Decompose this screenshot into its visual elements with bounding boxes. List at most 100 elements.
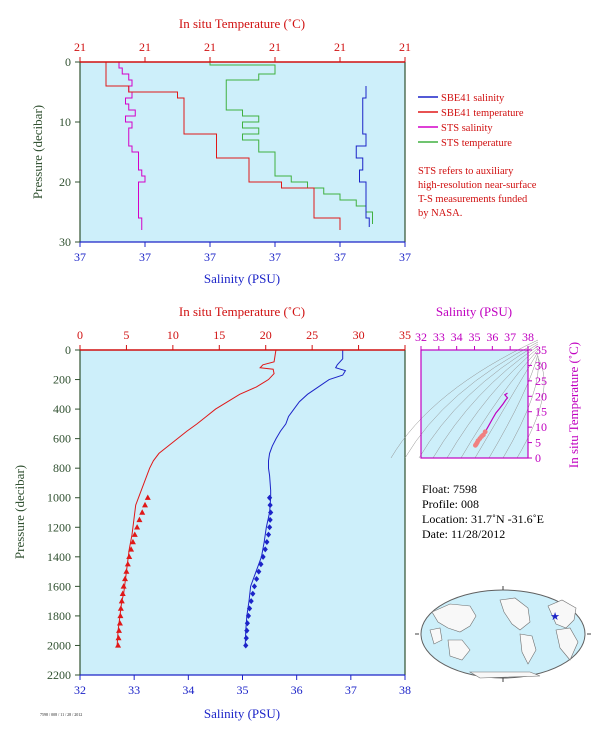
location-value: 31.7˚N -31.6˚E: [470, 512, 544, 526]
ts-right-tick-label: 25: [535, 374, 547, 388]
salinity-marker: [244, 620, 250, 627]
map-continent-asia-east: [431, 603, 477, 633]
full-profile-axes: 0 5 10 15 20 25 30 35 32 33 34 35 36 37 38 0 200 400 600 80…: [47, 328, 411, 697]
full-profile-y-tick-label: 800: [53, 461, 71, 475]
temperature-marker: [142, 501, 148, 508]
world-map: ★: [415, 586, 591, 682]
full-profile-plot-area: [80, 350, 405, 675]
temperature-marker: [128, 546, 135, 552]
profile-row: Profile: 008: [422, 497, 544, 512]
date-value: 11/28/2012: [451, 527, 506, 541]
ts-right-tick-label: 20: [535, 389, 547, 403]
full-profile-top-tick-label: 30: [353, 328, 365, 342]
full-profile-y-tick-label: 2200: [47, 668, 71, 682]
temperature-marker: [124, 561, 131, 567]
ts-top-tick-label: 36: [486, 330, 498, 344]
location-label: Location:: [422, 512, 468, 526]
float-value: 7598: [453, 482, 478, 496]
full-profile-y-tick-label: 1800: [47, 609, 71, 623]
legend-entry-sts-temperature: STS temperature: [441, 138, 512, 149]
near-surface-top-tick-label: 21: [139, 40, 151, 54]
salinity-marker: [267, 516, 273, 523]
near-surface-y-tick-label: 30: [59, 235, 71, 249]
full-profile-y-tick-label: 2000: [47, 638, 71, 652]
temperature-marker: [117, 612, 124, 619]
full-profile-y-axis-label: Pressure (decibar): [12, 465, 27, 559]
salinity-marker: [243, 642, 249, 649]
salinity-marker: [264, 539, 270, 546]
ts-density-contour: [432, 345, 539, 459]
profile-value: 008: [461, 497, 479, 511]
salinity-marker: [265, 531, 272, 538]
full-profile-top-tick-label: 5: [123, 328, 129, 342]
map-continent-australia: [447, 639, 471, 661]
ts-deep-point: [482, 429, 488, 435]
near-surface-line-sts-salinity: [112, 61, 146, 230]
ts-top-tick-label: 35: [469, 330, 481, 344]
full-profile-salinity-line: [244, 350, 347, 646]
map-continent-south-america: [519, 633, 537, 665]
temperature-marker: [119, 590, 126, 596]
salinity-marker: [262, 546, 268, 553]
full-profile-bottom-tick-label: 37: [345, 683, 357, 697]
legend-entry-sbe41-salinity: SBE41 salinity: [441, 93, 505, 104]
ts-right-axis-label: In situ Temperature (˚C): [566, 342, 581, 468]
near-surface-bottom-tick-label: 37: [204, 250, 216, 264]
near-surface-line-sbe41-temperature: [105, 62, 341, 230]
legend-entry-sbe41-temperature: SBE41 temperature: [441, 108, 524, 119]
full-profile-bottom-tick-label: 35: [237, 683, 249, 697]
full-profile-series: [115, 349, 347, 649]
full-profile-y-tick-label: 1000: [47, 491, 71, 505]
full-profile-y-tick-label: 600: [53, 432, 71, 446]
temperature-marker: [136, 516, 143, 523]
full-profile-bottom-tick-label: 34: [182, 683, 194, 697]
temperature-marker: [123, 568, 130, 574]
temperature-marker: [116, 627, 122, 633]
near-surface-y-tick-label: 0: [65, 55, 71, 69]
ts-density-contour: [418, 343, 539, 459]
near-surface-top-tick-label: 21: [74, 40, 86, 54]
temperature-marker: [120, 583, 127, 589]
map-continents: [429, 597, 579, 679]
salinity-marker: [243, 635, 249, 642]
footer-code: 7598 / 008 / 11 / 28 / 2012: [40, 712, 82, 717]
near-surface-bottom-tick-label: 37: [269, 250, 281, 264]
near-surface-legend: SBE41 salinity SBE41 temperature STS sal…: [418, 93, 524, 149]
full-profile-y-tick-label: 200: [53, 373, 71, 387]
ts-density-contour: [404, 341, 539, 459]
salinity-marker: [250, 590, 256, 597]
salinity-marker: [244, 627, 250, 634]
profile-label: Profile:: [422, 497, 458, 511]
near-surface-series: [96, 61, 373, 230]
temperature-marker: [134, 524, 141, 530]
map-continent-europe: [547, 599, 577, 629]
ts-right-tick-label: 5: [535, 436, 541, 450]
salinity-marker: [260, 553, 266, 560]
date-label: Date:: [422, 527, 448, 541]
temperature-marker: [131, 531, 138, 537]
sts-note-line-3: T-S measurements funded: [418, 194, 528, 205]
full-profile-top-tick-label: 35: [399, 328, 411, 342]
salinity-marker: [246, 605, 253, 612]
near-surface-top-tick-label: 21: [334, 40, 346, 54]
ts-top-axis-label: Salinity (PSU): [436, 304, 512, 319]
ts-right-tick-label: 15: [535, 405, 547, 419]
temperature-marker: [144, 494, 151, 500]
near-surface-bottom-tick-label: 37: [74, 250, 86, 264]
salinity-marker: [256, 568, 262, 575]
map-continent-africa: [555, 627, 579, 661]
full-profile-bottom-tick-label: 32: [74, 683, 86, 697]
location-row: Location: 31.7˚N -31.6˚E: [422, 512, 544, 527]
salinity-marker: [251, 583, 258, 590]
ts-density-contour: [460, 349, 539, 459]
near-surface-y-tick-label: 10: [59, 115, 71, 129]
ts-density-contour: [488, 353, 539, 459]
full-profile-top-axis-label: In situ Temperature (˚C): [179, 304, 305, 319]
near-surface-bottom-axis-label: Salinity (PSU): [204, 271, 280, 286]
float-info-block: Float: 7598 Profile: 008 Location: 31.7˚…: [422, 482, 544, 542]
temperature-marker: [117, 605, 124, 611]
salinity-marker: [248, 598, 254, 605]
